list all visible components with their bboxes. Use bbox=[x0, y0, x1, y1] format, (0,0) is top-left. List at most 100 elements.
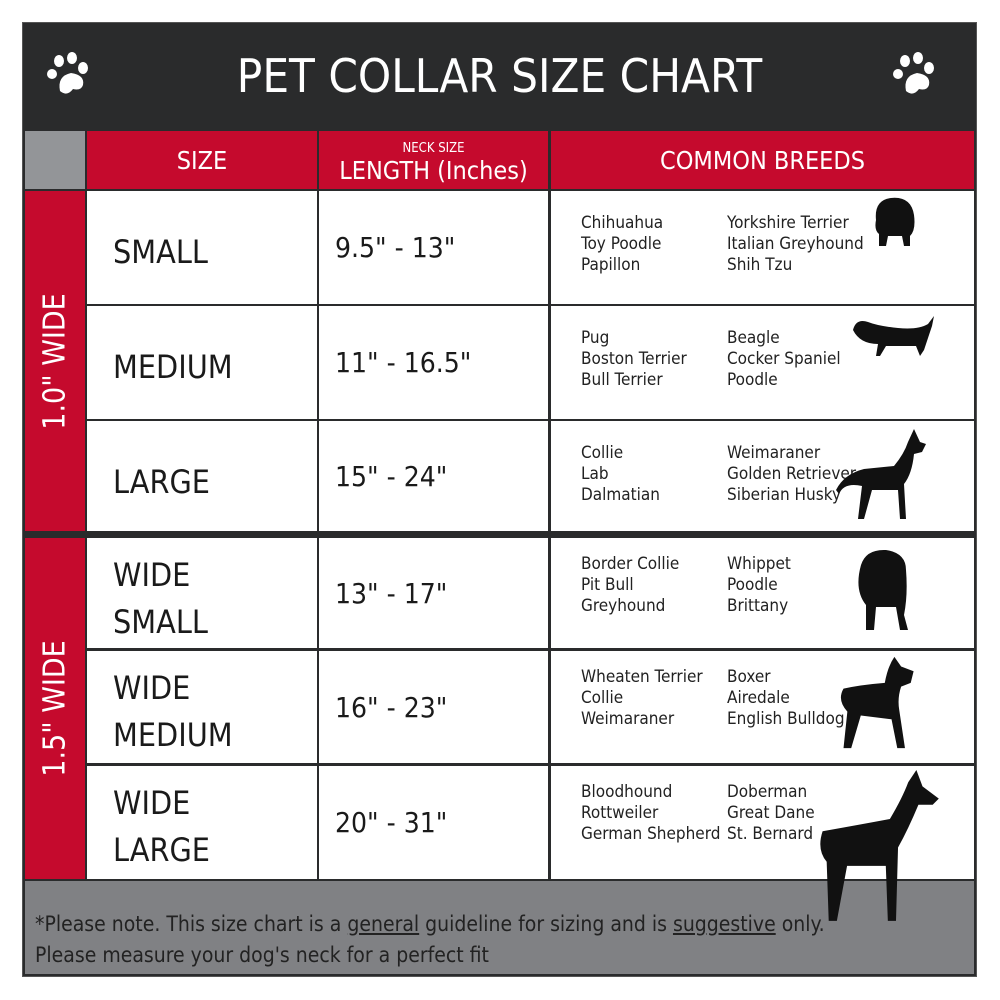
breed-name: Rottweiler bbox=[581, 803, 659, 823]
header-length-label: LENGTH (Inches) bbox=[339, 156, 528, 185]
breeds-list: Beagle Cocker Spaniel Poodle bbox=[727, 328, 841, 391]
breed-name: Airedale bbox=[727, 688, 790, 708]
breeds-cell: Pug Boston Terrier Bull Terrier Beagle Cock… bbox=[551, 306, 974, 419]
size-chart: PET COLLAR SIZE CHART SIZE NECK SIZE LENG… bbox=[22, 22, 977, 977]
breeds-list: Whippet Poodle Brittany bbox=[727, 554, 791, 617]
breeds-list: Weimaraner Golden Retriever Siberian Husky bbox=[727, 443, 856, 506]
dachshund-silhouette-icon bbox=[853, 316, 934, 356]
shepherd-silhouette-icon bbox=[836, 429, 926, 519]
header-length-small: NECK SIZE bbox=[402, 141, 465, 156]
size-cell: WIDE SMALL bbox=[87, 538, 317, 648]
small-dog-silhouette-icon bbox=[875, 197, 915, 246]
size-label: MEDIUM bbox=[113, 716, 233, 754]
breed-name: Toy Poodle bbox=[581, 234, 662, 254]
note-text-2: Please measure your dog's neck for a per… bbox=[35, 943, 489, 967]
breed-name: Great Dane bbox=[727, 803, 815, 823]
size-label: WIDE bbox=[113, 784, 191, 822]
footer-note: *Please note. This size chart is a gener… bbox=[25, 881, 974, 974]
breed-name: St. Bernard bbox=[727, 824, 814, 844]
paw-icon bbox=[47, 52, 88, 94]
length-value: 15" - 24" bbox=[335, 459, 448, 493]
length-cell: 15" - 24" bbox=[319, 421, 548, 531]
size-label: SMALL bbox=[113, 233, 208, 271]
breed-name: Poodle bbox=[727, 370, 778, 390]
breeds-list: Yorkshire Terrier Italian Greyhound Shih T… bbox=[727, 213, 864, 276]
breeds-list: Chihuahua Toy Poodle Papillon bbox=[581, 213, 663, 276]
breed-name: Wheaten Terrier bbox=[581, 667, 703, 687]
breeds-list: Pug Boston Terrier Bull Terrier bbox=[581, 328, 687, 391]
group-2-label: 1.5" WIDE bbox=[25, 538, 85, 879]
paw-icon bbox=[893, 52, 934, 94]
bulldog-silhouette-icon bbox=[858, 549, 908, 630]
note-text: only. bbox=[775, 912, 825, 936]
breed-name: Italian Greyhound bbox=[727, 234, 864, 254]
breed-name: Border Collie bbox=[581, 554, 680, 574]
size-cell: MEDIUM bbox=[87, 306, 317, 419]
breed-name: Golden Retriever bbox=[727, 464, 857, 484]
breed-name: Poodle bbox=[727, 575, 778, 595]
page-title: PET COLLAR SIZE CHART bbox=[236, 49, 763, 103]
header-size-label: SIZE bbox=[176, 145, 228, 175]
group-label: 1.0" WIDE bbox=[37, 292, 73, 430]
header-breeds: COMMON BREEDS bbox=[551, 131, 974, 189]
breed-name: Bull Terrier bbox=[581, 370, 663, 390]
header-length: NECK SIZE LENGTH (Inches) bbox=[319, 131, 548, 189]
breed-name: English Bulldog bbox=[727, 709, 845, 729]
breed-name: Boxer bbox=[727, 667, 771, 687]
size-cell: WIDE MEDIUM bbox=[87, 651, 317, 763]
length-cell: 13" - 17" bbox=[319, 538, 548, 648]
length-cell: 16" - 23" bbox=[319, 651, 548, 763]
breed-name: Collie bbox=[581, 443, 624, 463]
length-cell: 9.5" - 13" bbox=[319, 191, 548, 304]
breeds-list: Border Collie Pit Bull Greyhound bbox=[581, 554, 679, 617]
header-breeds-label: COMMON BREEDS bbox=[660, 145, 865, 175]
breeds-list: Wheaten Terrier Collie Weimaraner bbox=[581, 667, 703, 730]
size-label: LARGE bbox=[113, 831, 210, 869]
header-size: SIZE bbox=[87, 131, 317, 189]
size-label: WIDE bbox=[113, 669, 191, 707]
breeds-list: Boxer Airedale English Bulldog bbox=[727, 667, 845, 730]
breed-name: German Shepherd bbox=[581, 824, 721, 844]
length-value: 20" - 31" bbox=[335, 806, 448, 839]
breed-name: Pug bbox=[581, 328, 610, 348]
breed-name: Cocker Spaniel bbox=[727, 349, 841, 369]
size-label: SMALL bbox=[113, 603, 208, 641]
breed-name: Papillon bbox=[581, 255, 641, 275]
breed-name: Dalmatian bbox=[581, 485, 660, 505]
breed-name: Doberman bbox=[727, 782, 808, 802]
breed-name: Weimaraner bbox=[581, 709, 675, 729]
breeds-list: Bloodhound Rottweiler German Shepherd bbox=[581, 782, 720, 845]
breed-name: Greyhound bbox=[581, 596, 666, 616]
doberman-silhouette-icon bbox=[820, 770, 939, 921]
breed-name: Weimaraner bbox=[727, 443, 821, 463]
note-text: guideline for sizing and is bbox=[419, 912, 673, 936]
breed-name: Collie bbox=[581, 688, 624, 708]
group-1-label: 1.0" WIDE bbox=[25, 191, 85, 531]
size-cell: LARGE bbox=[87, 421, 317, 531]
size-label: WIDE bbox=[113, 556, 191, 594]
corner-cell bbox=[25, 131, 85, 189]
length-value: 9.5" - 13" bbox=[335, 231, 456, 264]
length-value: 16" - 23" bbox=[335, 690, 448, 724]
breed-name: Chihuahua bbox=[581, 213, 664, 233]
size-label: MEDIUM bbox=[113, 348, 233, 386]
breed-name: Beagle bbox=[727, 328, 780, 348]
breed-name: Siberian Husky bbox=[727, 485, 842, 505]
length-value: 11" - 16.5" bbox=[335, 346, 472, 379]
length-cell: 20" - 31" bbox=[319, 766, 548, 879]
length-value: 13" - 17" bbox=[335, 576, 448, 610]
note-underline: suggestive bbox=[672, 912, 776, 936]
length-cell: 11" - 16.5" bbox=[319, 306, 548, 419]
breed-name: Whippet bbox=[727, 554, 791, 574]
breeds-list: Doberman Great Dane St. Bernard bbox=[727, 782, 815, 845]
pitbull-silhouette-icon bbox=[840, 656, 914, 749]
breed-name: Boston Terrier bbox=[581, 349, 687, 369]
note-text: *Please note. This size chart is a bbox=[35, 912, 348, 936]
breed-name: Pit Bull bbox=[581, 575, 634, 595]
note-underline: general bbox=[347, 912, 420, 936]
breed-name: Lab bbox=[581, 464, 609, 484]
size-cell: WIDE LARGE bbox=[87, 766, 317, 879]
breed-name: Bloodhound bbox=[581, 782, 673, 802]
breeds-list: Collie Lab Dalmatian bbox=[581, 443, 660, 506]
breed-name: Shih Tzu bbox=[727, 255, 793, 275]
